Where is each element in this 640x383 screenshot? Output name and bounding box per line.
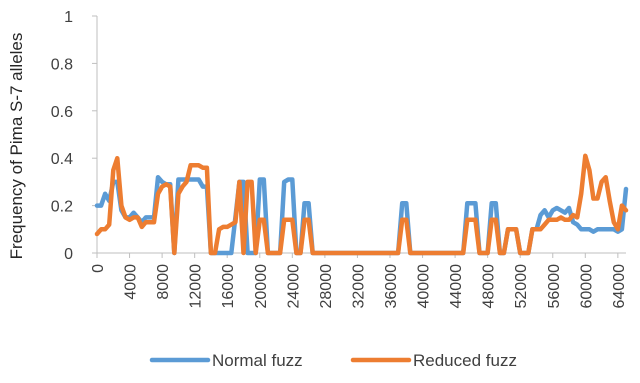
x-tick-label: 28000 bbox=[318, 264, 335, 309]
x-tick-label: 32000 bbox=[350, 264, 367, 309]
x-tick-label: 16000 bbox=[220, 264, 237, 309]
y-axis-title: Frequency of Pima S-7 alleles bbox=[7, 33, 26, 260]
x-tick-label: 52000 bbox=[513, 264, 530, 309]
x-tick-label: 0 bbox=[90, 264, 107, 273]
x-tick-label: 12000 bbox=[188, 264, 205, 309]
x-tick-label: 60000 bbox=[578, 264, 595, 309]
y-tick-label: 0.8 bbox=[51, 56, 73, 73]
legend-label: Normal fuzz bbox=[212, 351, 303, 370]
x-tick-label: 4000 bbox=[123, 264, 140, 300]
series-line-reduced-fuzz bbox=[94, 153, 629, 256]
x-tick-label: 20000 bbox=[253, 264, 270, 309]
y-tick-label: 0 bbox=[64, 246, 73, 263]
legend-label: Reduced fuzz bbox=[413, 351, 517, 370]
x-tick-label: 44000 bbox=[448, 264, 465, 309]
y-tick-label: 1 bbox=[64, 9, 73, 26]
x-tick-label: 24000 bbox=[285, 264, 302, 309]
y-tick-label: 0.2 bbox=[51, 199, 73, 216]
y-axis-ticks: 0 0.2 0.4 0.6 0.8 1 bbox=[51, 9, 97, 263]
x-axis-ticks: 0 4000 8000 12000 16000 20000 24000 28000 32000 3… bbox=[90, 253, 628, 309]
y-tick-label: 0.4 bbox=[51, 151, 73, 168]
x-tick-label: 8000 bbox=[155, 264, 172, 300]
x-tick-label: 56000 bbox=[546, 264, 563, 309]
legend: Normal fuzz Reduced fuzz bbox=[149, 351, 517, 370]
x-tick-label: 64000 bbox=[611, 264, 628, 309]
x-tick-label: 48000 bbox=[481, 264, 498, 309]
y-tick-label: 0.6 bbox=[51, 104, 73, 121]
series-lines bbox=[94, 153, 629, 256]
x-tick-label: 36000 bbox=[383, 264, 400, 309]
x-tick-label: 40000 bbox=[416, 264, 433, 309]
